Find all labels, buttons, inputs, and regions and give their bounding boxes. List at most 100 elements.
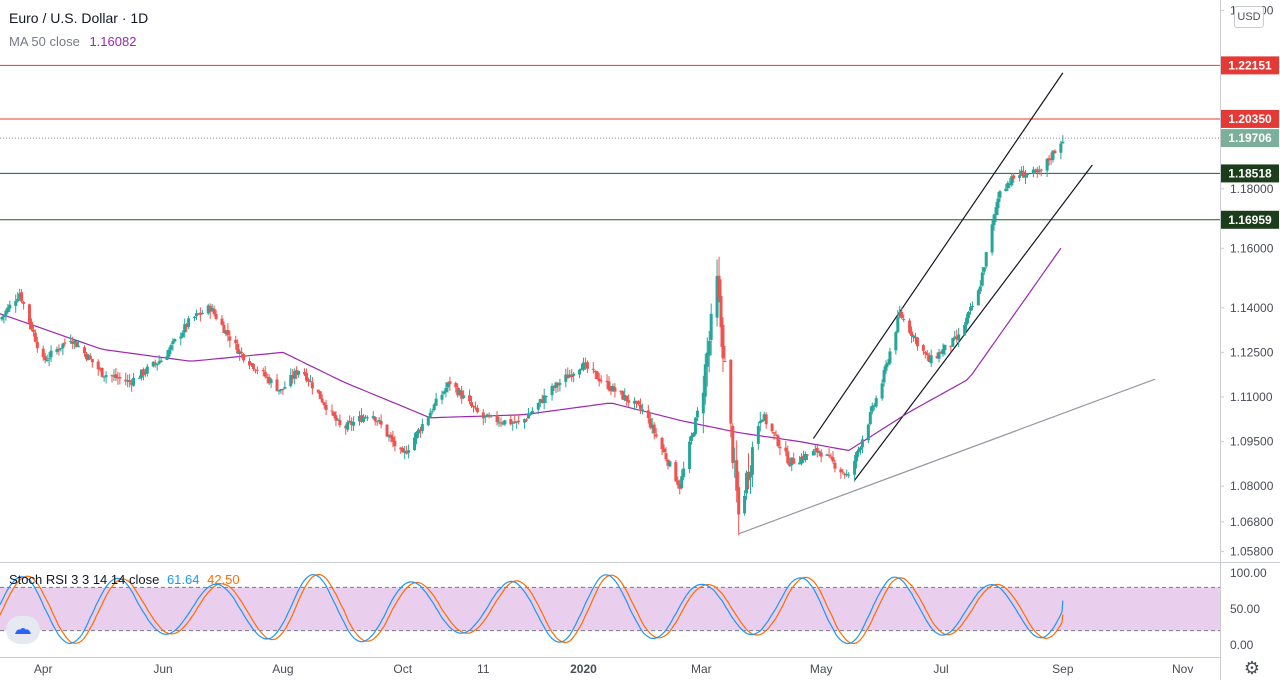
candle-body <box>159 360 163 363</box>
candle-body <box>116 377 120 379</box>
candle-body <box>758 421 762 424</box>
candle-body <box>886 362 890 365</box>
candle-body <box>61 343 65 349</box>
candle-body <box>843 473 847 476</box>
candle-body <box>71 341 75 344</box>
candle-body <box>316 389 320 393</box>
candle-body <box>1045 158 1049 171</box>
candle-body <box>454 382 458 388</box>
candle-body <box>16 298 20 302</box>
candle-body <box>238 351 242 355</box>
candle-body <box>6 307 10 312</box>
ma-value: 1.16082 <box>89 34 137 49</box>
candle-body <box>705 352 709 367</box>
candle-body <box>788 462 792 467</box>
candle-body <box>297 370 301 375</box>
candle-body <box>701 392 705 414</box>
candle-body <box>585 362 589 369</box>
candle-body <box>949 345 953 347</box>
candle-body <box>100 367 104 377</box>
main-pane <box>0 0 1220 562</box>
candle-body <box>982 267 986 272</box>
candle-body <box>391 437 395 442</box>
candle-body <box>915 337 919 347</box>
candle-body <box>281 388 285 390</box>
candle-body <box>124 379 128 382</box>
candle-body <box>682 468 686 477</box>
candle-body <box>173 339 177 342</box>
candle-body <box>967 311 971 319</box>
candle-body <box>778 446 782 449</box>
candle-body <box>719 295 723 328</box>
candle-body <box>884 364 888 371</box>
price-tick-label: 1.11000 <box>1230 390 1273 404</box>
candle-body <box>420 424 424 432</box>
candle-body <box>1018 175 1022 178</box>
candle-body <box>921 345 925 351</box>
candle-body <box>870 405 874 412</box>
candle-body <box>703 364 707 397</box>
candle-body <box>57 349 61 351</box>
candle-body <box>141 369 145 376</box>
candle-body <box>334 415 338 421</box>
time-tick-label: Jul <box>933 662 948 676</box>
candle-body <box>41 348 45 358</box>
candle-body <box>183 324 187 333</box>
candle-body <box>580 368 584 371</box>
candle-body <box>774 434 778 436</box>
candle-body <box>352 421 356 426</box>
candle-body <box>473 407 477 409</box>
candle-body <box>393 440 397 447</box>
candle-body <box>458 390 462 396</box>
candle-body <box>872 405 876 407</box>
candle-body <box>468 395 472 402</box>
candle-body <box>1039 169 1043 171</box>
candle-body <box>29 321 33 330</box>
level-label-box <box>1221 164 1279 183</box>
candle-body <box>717 275 721 298</box>
candle-body <box>1053 150 1057 154</box>
candle-body <box>721 324 725 359</box>
candle-body <box>469 402 473 407</box>
gear-icon[interactable]: ⚙ <box>1243 658 1260 678</box>
candle-body <box>597 378 601 382</box>
candle-body <box>935 356 939 359</box>
stoch-scale-label: 0.00 <box>1230 638 1254 652</box>
candle-body <box>635 400 639 402</box>
candle-body <box>1010 176 1014 186</box>
candle-body <box>595 371 599 380</box>
candle-body <box>98 368 102 370</box>
currency-button[interactable]: USD <box>1234 6 1264 28</box>
candle-body <box>638 404 642 409</box>
axes: 1.240001.180001.160001.140001.125001.110… <box>34 3 1274 676</box>
candle-body <box>59 348 63 350</box>
candle-body <box>208 305 212 312</box>
candle-body <box>813 449 817 451</box>
candle-body <box>841 471 845 473</box>
candle-body <box>943 344 947 351</box>
channel_upper-trendline <box>812 72 1064 439</box>
candle-body <box>1031 169 1035 175</box>
candle-body <box>153 362 157 365</box>
time-tick-label: Jun <box>153 662 172 676</box>
candle-body <box>568 374 572 378</box>
candle-body <box>925 353 929 356</box>
candle-body <box>625 395 629 402</box>
candle-body <box>77 346 81 348</box>
candle-body <box>373 416 377 422</box>
price-tick-label: 1.08000 <box>1230 479 1274 493</box>
time-tick-label: May <box>810 662 833 676</box>
tradingview-logo-icon[interactable] <box>6 616 40 644</box>
candle-body <box>811 450 815 456</box>
candle-body <box>253 369 257 371</box>
stoch-scale-label: 100.00 <box>1230 566 1267 580</box>
candle-body <box>251 364 255 369</box>
candle-body <box>868 412 872 424</box>
candle-body <box>336 419 340 421</box>
candle-body <box>43 356 47 361</box>
candle-body <box>695 410 699 418</box>
candle-body <box>1035 169 1039 173</box>
candle-body <box>210 307 214 312</box>
candle-body <box>295 370 299 375</box>
